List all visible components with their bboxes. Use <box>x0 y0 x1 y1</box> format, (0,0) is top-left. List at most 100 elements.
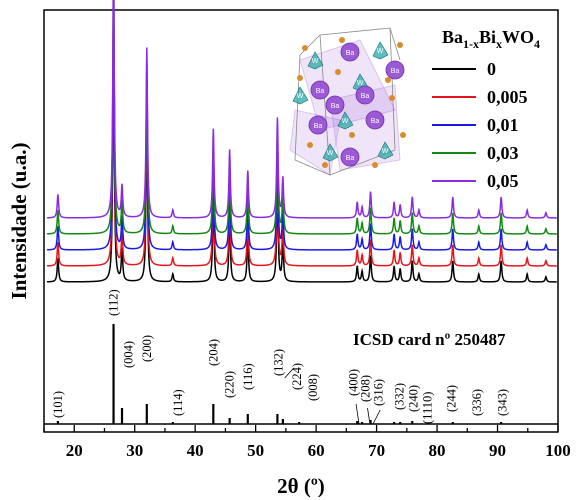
inset-atom-label: Ba <box>331 103 340 110</box>
inset-atom-label: Ba <box>314 123 323 130</box>
hkl-label: (114) <box>171 389 185 416</box>
hkl-label: (004) <box>122 341 136 368</box>
series-line-1 <box>46 3 557 267</box>
inset-o-atom <box>307 142 313 148</box>
x-tick-label: 40 <box>187 441 204 460</box>
inset-ba-atom <box>308 115 328 135</box>
inset-w-tetrahedron <box>292 86 309 105</box>
inset-cell-edge <box>389 27 396 151</box>
inset-ba-atom <box>355 85 375 105</box>
inset-ba-atom <box>325 95 345 115</box>
hkl-label: (101) <box>51 391 65 418</box>
inset-cell-edge <box>299 34 321 56</box>
inset-w-tetrahedron <box>337 111 354 130</box>
legend-title: Ba1-xBixWO4 <box>442 27 540 51</box>
hkl-label: (200) <box>140 335 154 362</box>
x-axis-title: 2θ (º) <box>277 474 325 498</box>
x-tick-label: 80 <box>429 441 446 460</box>
inset-o-atom <box>389 95 395 101</box>
hkl-label: (008) <box>306 374 320 401</box>
crystal-structure-inset: W W W W W W W Ba Ba Ba Ba Ba Ba Ba Ba <box>289 27 406 176</box>
hkl-label: (336) <box>470 389 484 416</box>
reference-label: ICSD card nº 250487 <box>353 330 506 349</box>
inset-polyhedron <box>299 39 396 131</box>
hkl-leader <box>367 407 371 425</box>
inset-atom-label: Ba <box>391 68 400 75</box>
inset-o-atom <box>297 75 303 81</box>
inset-atom-label: W <box>327 150 334 157</box>
inset-cell-edge <box>319 27 391 36</box>
inset-o-atom <box>349 132 355 138</box>
inset-atom-label: Ba <box>346 155 355 162</box>
hkl-label: (1110) <box>420 392 434 424</box>
inset-atom-label: W <box>297 93 304 100</box>
x-tick-label: 90 <box>489 441 506 460</box>
inset-w-tetrahedron <box>372 41 389 60</box>
hkl-label: (208) <box>359 375 373 402</box>
inset-w-tetrahedron <box>307 51 324 70</box>
x-tick-label: 100 <box>545 441 571 460</box>
x-axis: 20 30 40 50 60 70 80 90 100 <box>43 425 571 460</box>
series-line-2 <box>46 0 557 251</box>
inset-ba-atom <box>310 80 330 100</box>
x-tick-label: 60 <box>308 441 325 460</box>
series-line-4 <box>46 0 557 219</box>
plot-frame <box>43 9 559 433</box>
inset-cell-edge <box>389 27 401 61</box>
inset-atom-label: Ba <box>371 118 380 125</box>
inset-ba-atom <box>385 60 405 80</box>
inset-o-atom <box>339 37 345 43</box>
y-axis-title: Intensidade (u.a.) <box>7 143 31 300</box>
inset-o-atom <box>322 162 328 168</box>
inset-atom-label: W <box>342 118 349 125</box>
hkl-leader <box>355 403 360 425</box>
inset-w-tetrahedron <box>377 141 394 160</box>
inset-atom-label: W <box>382 148 389 155</box>
inset-w-tetrahedron <box>322 143 339 162</box>
x-tick-label: 50 <box>247 441 264 460</box>
series-line-3 <box>46 0 557 235</box>
hkl-label: (343) <box>495 389 509 416</box>
hkl-label: (316) <box>371 379 385 406</box>
inset-o-atom <box>400 132 406 138</box>
inset-o-atom <box>302 45 308 51</box>
hkl-label: (332) <box>393 383 407 410</box>
hkl-label: (244) <box>445 385 459 412</box>
inset-cell-edge <box>294 159 331 176</box>
inset-o-atom <box>385 77 391 83</box>
hkl-leader <box>284 367 295 379</box>
inset-atom-label: Ba <box>361 93 370 100</box>
inset-cell-edge <box>294 54 301 161</box>
hkl-label: (112) <box>107 289 121 316</box>
hkl-label: (132) <box>272 349 286 376</box>
series-group <box>46 0 557 283</box>
inset-o-atom <box>372 162 378 168</box>
series-line-0 <box>46 19 557 283</box>
hkl-label: (204) <box>206 339 220 366</box>
inset-atom-label: Ba <box>346 50 355 57</box>
inset-atom-label: W <box>377 48 384 55</box>
x-tick-label: 20 <box>66 441 83 460</box>
legend-label: 0,03 <box>487 143 519 163</box>
inset-ba-atom <box>340 147 360 167</box>
inset-ba-atom <box>365 110 385 130</box>
hkl-label: (400) <box>347 369 361 396</box>
hkl-label: (240) <box>407 385 421 412</box>
legend-label: 0,01 <box>487 115 519 135</box>
x-tick-label: 70 <box>368 441 385 460</box>
legend: Ba1-xBixWO4 0 0,005 0,01 0,03 0,05 <box>432 27 540 191</box>
legend-label: 0 <box>487 59 496 79</box>
inset-o-atom <box>335 69 341 75</box>
legend-label: 0,05 <box>487 171 519 191</box>
inset-atom-label: Ba <box>316 88 325 95</box>
x-tick-label: 30 <box>126 441 143 460</box>
hkl-label: (224) <box>290 363 304 390</box>
hkl-label: (220) <box>223 371 237 398</box>
inset-atom-label: W <box>312 58 319 65</box>
hkl-label: (116) <box>241 363 255 390</box>
reference-pattern: (101) (112) (004) (200) (114) (204)(220) (116)… <box>44 289 558 425</box>
inset-atom-label: W <box>357 80 364 87</box>
hkl-leader <box>372 409 381 425</box>
legend-label: 0,005 <box>487 87 528 107</box>
